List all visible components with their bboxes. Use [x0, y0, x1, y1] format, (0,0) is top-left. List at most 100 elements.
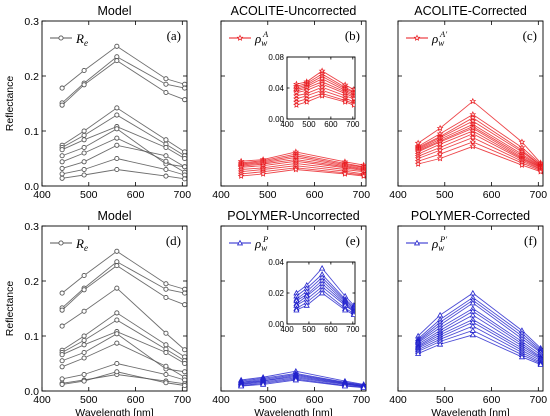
data-point [81, 287, 87, 293]
series-line [414, 142, 543, 175]
x-tick-label: 400 [212, 189, 230, 201]
data-point [413, 34, 421, 41]
x-tick-label: 500 [259, 189, 277, 201]
panel-title: Model [97, 209, 131, 223]
x-tick-label: 600 [127, 394, 145, 406]
data-point [59, 165, 65, 171]
data-point [292, 376, 299, 383]
data-point [182, 164, 187, 170]
panel-title: POLYMER-Corrected [411, 209, 530, 223]
data-point [360, 384, 366, 391]
data-point [414, 160, 422, 167]
legend-superscript: P [262, 234, 268, 244]
data-point [59, 147, 65, 153]
panel-letter: (a) [167, 28, 181, 43]
data-point [81, 166, 87, 173]
panel-a: Model 400 500 600 700 0.0 0.1 0.2 0.3 (a) R_eRe Ref… [4, 4, 191, 201]
series-line [59, 263, 187, 313]
data-point [114, 155, 120, 162]
data-point [469, 142, 477, 150]
panel-letter: (b) [345, 28, 360, 43]
x-tick-label: 400 [33, 189, 51, 201]
legend-label-visual: ρw [254, 31, 267, 48]
data-point [342, 306, 349, 313]
x-axis-label: Wavelength [nm] [431, 407, 509, 416]
legend-superscript: P′ [439, 234, 447, 244]
data-point [163, 342, 169, 348]
data-point [81, 128, 87, 134]
data-point [163, 158, 169, 164]
legend-label-visual: ρw [254, 236, 267, 253]
data-point [81, 349, 87, 356]
series-line [59, 155, 187, 178]
legend-superscript: A [262, 29, 269, 39]
data-point [319, 264, 326, 271]
data-point [81, 150, 87, 156]
data-point [114, 126, 120, 132]
data-point [182, 85, 187, 91]
y-tick-label: 0.02 [268, 289, 284, 298]
data-point [182, 290, 187, 296]
data-point [341, 98, 349, 105]
x-tick-label: 600 [483, 189, 501, 201]
data-point [114, 248, 120, 254]
data-point [182, 347, 187, 353]
series-line [59, 369, 187, 389]
data-point [360, 172, 366, 179]
data-point [81, 378, 87, 384]
data-point [59, 102, 65, 108]
x-tick-label: 700 [530, 394, 548, 406]
data-point [182, 382, 187, 389]
y-tick-label: 0.0 [24, 386, 39, 398]
data-point [114, 166, 120, 173]
data-point [413, 239, 421, 246]
data-point [182, 369, 187, 375]
y-tick-label: 0.1 [24, 331, 39, 343]
data-point [59, 364, 65, 370]
data-point [182, 176, 187, 182]
y-tick-label: 0.08 [268, 53, 284, 62]
x-tick-label: 400 [280, 120, 294, 129]
x-tick-label: 500 [436, 189, 454, 201]
x-tick-label: 600 [306, 394, 324, 406]
y-tick-label: 0.0 [24, 181, 39, 193]
data-point [293, 101, 300, 108]
legend-superscript: A′ [439, 29, 447, 39]
series-line [59, 360, 187, 383]
x-tick-label: 400 [212, 394, 230, 406]
x-tick-label: 700 [346, 325, 360, 334]
x-tick-label: 500 [80, 394, 98, 406]
legend-label-visual: ρw [431, 31, 444, 48]
data-point [163, 81, 169, 87]
data-point [350, 101, 355, 108]
panel-b: ACOLITE-Uncorrected 400 500 600 700 (b) ρ_wρwA… [212, 4, 370, 201]
data-point [163, 89, 169, 96]
data-point [114, 310, 120, 316]
panel-title: ACOLITE-Uncorrected [231, 4, 357, 18]
y-tick-label: 0.3 [24, 221, 39, 233]
legend: R_eRe [50, 31, 88, 48]
data-point [114, 142, 120, 148]
data-point [293, 306, 300, 313]
x-tick-label: 700 [174, 189, 192, 201]
data-point [81, 337, 87, 343]
series-line [59, 248, 187, 296]
x-tick-label: 500 [302, 325, 316, 334]
x-tick-label: 500 [436, 394, 454, 406]
y-tick-label: 0.1 [24, 126, 39, 138]
legend-label-visual: Re [75, 31, 88, 48]
y-axis-label: Reflectance [4, 76, 16, 132]
data-point [81, 371, 87, 378]
data-point [59, 352, 65, 358]
panel-letter: (c) [523, 28, 537, 43]
x-axis-label: Wavelength [nm] [75, 407, 153, 416]
x-tick-label: 400 [389, 189, 407, 201]
x-tick-label: 400 [33, 394, 51, 406]
data-point [81, 82, 87, 88]
series-line [415, 331, 543, 367]
data-point [163, 153, 169, 159]
data-point [163, 380, 169, 386]
